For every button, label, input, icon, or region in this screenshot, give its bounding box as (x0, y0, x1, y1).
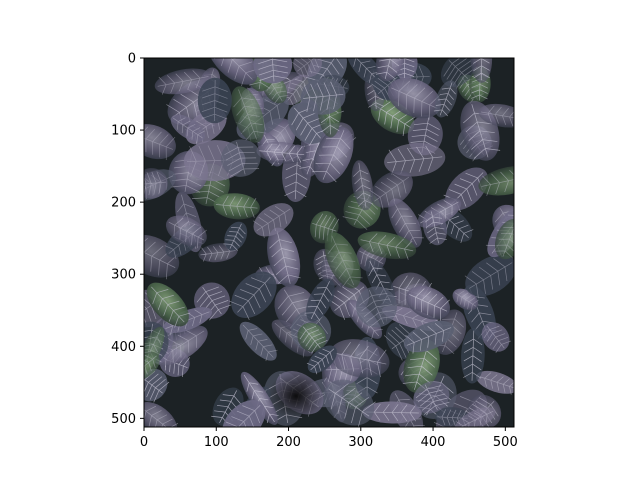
x-tick-label: 0 (140, 435, 148, 450)
leaf (351, 160, 374, 211)
axes-frame (143, 57, 515, 428)
leaf (230, 86, 266, 143)
y-tick-label: 200 (111, 196, 136, 211)
leaf (154, 68, 212, 95)
leaf (402, 339, 440, 393)
y-tick-label: 500 (111, 412, 136, 427)
x-tick-label: 100 (204, 435, 229, 450)
leaf (291, 58, 322, 79)
leaf (481, 322, 512, 354)
x-tick-label: 300 (348, 435, 373, 450)
leaf (220, 139, 261, 177)
leaf (223, 221, 248, 251)
leaf (478, 103, 514, 128)
leaf (197, 77, 232, 124)
leaf (220, 400, 266, 427)
y-tick-label: 100 (111, 124, 136, 139)
leaf (461, 327, 485, 384)
y-tick-label: 400 (111, 340, 136, 355)
leaf (144, 351, 160, 382)
leaf (165, 215, 207, 249)
leaf (312, 126, 354, 184)
leaf (454, 407, 496, 427)
leaf (369, 170, 413, 210)
leaf (297, 322, 328, 354)
leaf-layer (144, 58, 514, 427)
leaf (304, 278, 335, 322)
leaf (329, 339, 390, 378)
y-axis: 0 100 200 300 400 500 (111, 52, 144, 427)
plant-leaves-image (144, 58, 514, 427)
leaf (357, 231, 417, 260)
leaf (267, 227, 301, 287)
x-tick-label: 400 (421, 435, 446, 450)
leaf (144, 168, 168, 199)
leaf (146, 282, 191, 328)
leaf (403, 320, 454, 354)
leaf (494, 218, 514, 260)
leaf (362, 401, 422, 424)
leaf (144, 234, 180, 280)
x-axis: 0 100 200 300 400 500 (140, 427, 518, 450)
leaf (464, 254, 514, 299)
leaf (387, 77, 441, 120)
leaf (144, 124, 176, 160)
leaf (300, 78, 346, 115)
x-tick-label: 200 (276, 435, 301, 450)
leaf (413, 381, 450, 415)
leaf (443, 167, 489, 213)
leaf (207, 58, 260, 87)
x-tick-label: 500 (493, 435, 518, 450)
leaf (144, 401, 179, 427)
leaf (323, 379, 376, 427)
leaf (384, 142, 446, 177)
leaf (306, 345, 337, 375)
leaf (476, 370, 514, 395)
leaf (375, 58, 405, 82)
leaf (256, 141, 307, 164)
leaf (239, 321, 278, 362)
leaf (229, 271, 277, 320)
leaf (324, 232, 363, 289)
y-tick-label: 300 (111, 268, 136, 283)
leaf (388, 198, 424, 248)
leaf (356, 286, 398, 329)
leaf (253, 58, 293, 84)
dark-shadow-spot (268, 372, 324, 420)
y-tick-label: 0 (128, 52, 136, 67)
leaf (170, 114, 206, 143)
leaf (213, 193, 260, 220)
leaf (252, 203, 294, 239)
leaf (440, 58, 478, 89)
leaf (406, 286, 451, 321)
leaf (433, 80, 458, 118)
leaf (422, 209, 448, 246)
